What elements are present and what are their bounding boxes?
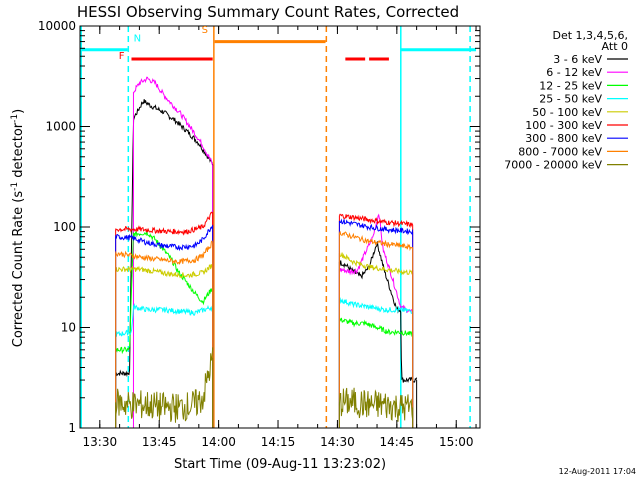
legend-entry-label: 50 - 100 keV <box>532 106 602 119</box>
series-line-4 <box>115 264 213 279</box>
legend-entry-label: 800 - 7000 keV <box>518 145 602 158</box>
flag-label-n: N <box>134 34 141 45</box>
legend-entry-label: 6 - 12 keV <box>546 66 602 79</box>
x-tick-label: 14:30 <box>320 435 355 449</box>
series-line-4 <box>338 251 414 276</box>
series-line-5 <box>115 211 214 236</box>
legend-entry-label: 25 - 50 keV <box>539 93 602 106</box>
x-tick-label: 14:00 <box>201 435 236 449</box>
series-line-3 <box>115 303 214 337</box>
legend-entry-label: 100 - 300 keV <box>525 119 602 132</box>
y-tick-label: 10 <box>61 321 76 335</box>
legend-header-line-2: Att 0 <box>602 40 628 53</box>
series-line-1 <box>338 213 414 315</box>
plot-area <box>80 26 477 428</box>
legend-entry-label: 7000 - 20000 keV <box>504 159 602 172</box>
series-line-7 <box>115 240 214 265</box>
legend-entry-label: 3 - 6 keV <box>553 53 602 66</box>
timestamp: 12-Aug-2011 17:04 <box>559 467 636 476</box>
series-line-1 <box>133 76 214 165</box>
y-tick-label: 100 <box>53 220 76 234</box>
legend-entry-label: 300 - 800 keV <box>525 132 602 145</box>
series-line-2 <box>339 317 414 337</box>
y-axis-label: Corrected Count Rate (s-1 detector-1) <box>10 109 26 347</box>
y-axis-label-middle: detector <box>11 122 26 182</box>
y-tick-label: 1000 <box>45 120 76 134</box>
series-line-0 <box>338 241 418 384</box>
series-line-2 <box>115 229 214 355</box>
legend-header-line-1: Det 1,3,4,5,6, <box>552 29 628 42</box>
y-axis-label-prefix: Corrected Count Rate (s <box>11 191 26 348</box>
flag-label-s: S <box>202 25 208 36</box>
x-axis-label: Start Time (09-Aug-11 13:23:02) <box>174 457 386 472</box>
series-line-6 <box>115 226 214 252</box>
y-axis-label-exponent-2: -1 <box>10 114 20 123</box>
legend-entry-label: 12 - 25 keV <box>539 79 602 92</box>
series-line-7 <box>338 231 414 252</box>
series-line-0 <box>115 99 214 377</box>
x-tick-label: 13:30 <box>83 435 118 449</box>
series-line-3 <box>339 297 413 314</box>
x-axis: 13:30 13:45 14:00 14:15 14:30 14:45 15:00 <box>83 26 477 449</box>
x-tick-label: 14:15 <box>261 435 296 449</box>
y-tick-label: 1 <box>68 421 76 435</box>
chart-title: HESSI Observing Summary Count Rates, Cor… <box>77 3 459 21</box>
x-tick-label: 13:45 <box>142 435 177 449</box>
x-tick-label: 14:45 <box>380 435 415 449</box>
series-line-5 <box>338 213 414 229</box>
x-tick-label: 15:00 <box>439 435 474 449</box>
series-line-8 <box>115 347 214 423</box>
y-axis: 1 10 100 1000 10000 <box>38 19 480 435</box>
series-line-8 <box>338 387 414 422</box>
y-axis-label-suffix: ) <box>11 109 26 114</box>
series-line-6 <box>338 218 414 236</box>
y-axis-label-exponent-1: -1 <box>10 182 20 191</box>
flag-label-f: F <box>119 51 125 62</box>
y-tick-label: 10000 <box>38 19 76 33</box>
